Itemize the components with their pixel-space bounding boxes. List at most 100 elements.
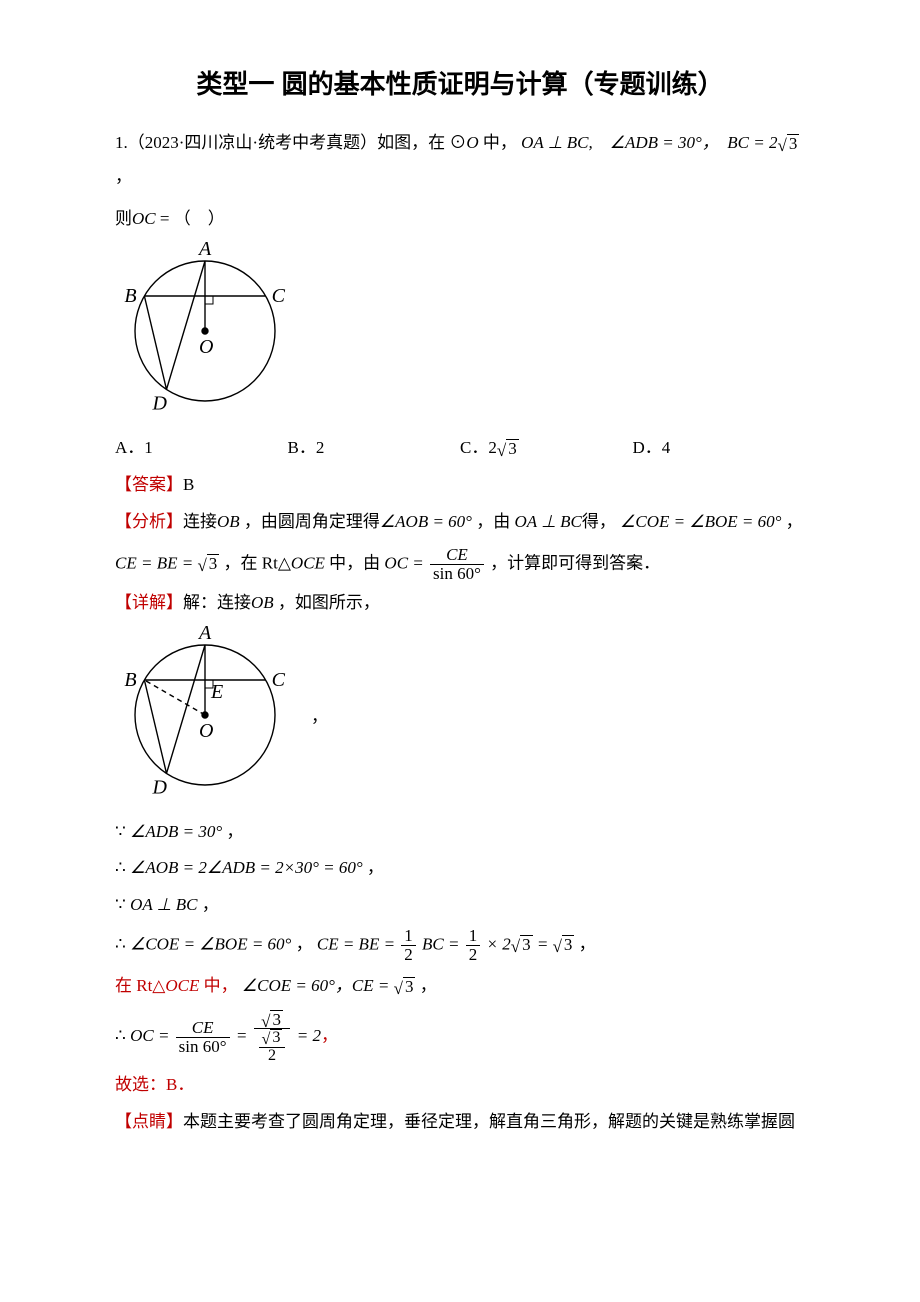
step-4: ∴ ∠COE = ∠BOE = 60° ， CE = BE = 12 BC = …	[115, 927, 805, 964]
analysis-t2: ，由圆周角定理得	[240, 512, 380, 531]
figure-1: ABCDO	[115, 241, 805, 426]
step2-post: ，	[363, 858, 384, 877]
detail-line: 【详解】解：连接OB ，如图所示，	[115, 587, 805, 619]
step6-eq1: =	[232, 1026, 252, 1045]
step6-post: ，	[321, 1026, 338, 1045]
analysis-l2-t2: 中，由	[325, 553, 385, 572]
q1-options: A．1 B．2 C．2√3 D．4	[115, 432, 805, 465]
step-6: ∴ OC = CEsin 60° = √3 √3 2 = 2，	[115, 1009, 805, 1065]
sqrt-icon: √3	[197, 548, 219, 580]
analysis-line2: CE = BE = √3 ，在 Rt△OCE 中，由 OC = CEsin 60…	[115, 546, 805, 583]
analysis-l2-e1-pre: CE = BE =	[115, 553, 197, 572]
sqrt-icon: √3	[511, 929, 533, 961]
svg-text:O: O	[199, 336, 213, 358]
step1-post: ，	[222, 822, 243, 841]
analysis-line1: 【分析】连接OB ，由圆周角定理得∠AOB = 60° ，由 OA ⊥ BC得，…	[115, 506, 805, 538]
svg-text:O: O	[199, 720, 213, 742]
step4-eq: =	[533, 934, 553, 953]
option-b: B．2	[288, 432, 461, 465]
svg-text:A: A	[197, 241, 212, 260]
analysis-l2-t1: ，在 Rt△	[219, 553, 291, 572]
page-title: 类型一 圆的基本性质证明与计算（专题训练）	[115, 60, 805, 109]
detail-t1: 解：连接	[183, 593, 251, 612]
q1-OC: OC	[132, 209, 156, 228]
detail-OB: OB	[251, 593, 274, 612]
q1-stem-O: O	[466, 133, 478, 152]
fraction: 12	[401, 927, 416, 964]
step1-pre: ∵	[115, 822, 130, 841]
step1-expr: ∠ADB = 30°	[130, 822, 222, 841]
analysis-t1: 连接	[183, 512, 217, 531]
step5-t1: 在 Rt△	[115, 976, 165, 995]
step-2: ∴ ∠AOB = 2∠ADB = 2×30° = 60° ，	[115, 852, 805, 884]
page: 类型一 圆的基本性质证明与计算（专题训练） 1.（2023·四川凉山·统考中考真…	[0, 0, 920, 1302]
conclude: 故选：B．	[115, 1069, 805, 1101]
analysis-OB: OB	[217, 512, 240, 531]
analysis-e2: OA ⊥ BC	[514, 512, 581, 531]
answer-line: 【答案】B	[115, 469, 805, 501]
detail-t2: ，如图所示，	[274, 593, 380, 612]
step6-pre: ∴	[115, 1026, 126, 1045]
fraction: CEsin 60°	[430, 546, 484, 583]
step5-post: ，	[415, 976, 436, 995]
analysis-label: 【分析】	[115, 512, 183, 531]
step-1: ∵ ∠ADB = 30° ，	[115, 816, 805, 848]
option-c-pre: C．2	[460, 438, 497, 457]
q1-stem-line2-post: = （ ）	[156, 209, 225, 228]
option-c: C．2√3	[460, 432, 633, 465]
circle-diagram-1: ABCDO	[115, 241, 305, 426]
analysis-t4: 得，	[582, 512, 620, 531]
option-a: A．1	[115, 432, 288, 465]
svg-text:C: C	[272, 669, 286, 691]
analysis-l2-e2-left: OC =	[384, 553, 428, 572]
sqrt-icon: √3	[394, 971, 416, 1003]
q1-stem-line2-pre: 则	[115, 209, 132, 228]
step4-t1: ，	[291, 934, 317, 953]
option-d: D．4	[633, 432, 806, 465]
step6-e-left: OC =	[126, 1026, 174, 1045]
step3-post: ，	[197, 895, 218, 914]
step2-expr: ∠AOB = 2∠ADB = 2×30° = 60°	[130, 858, 363, 877]
svg-text:A: A	[197, 625, 212, 644]
step5-t2: 中，	[199, 976, 242, 995]
svg-text:B: B	[124, 669, 136, 691]
q1-stem-mid1: 中，	[479, 133, 522, 152]
analysis-l2-OCE: OCE	[291, 553, 325, 572]
step5-e2-left: CE =	[352, 976, 394, 995]
dianqing-line: 【点睛】本题主要考查了圆周角定理，垂径定理，解直角三角形，解题的关键是熟练掌握圆	[115, 1106, 805, 1138]
svg-text:D: D	[152, 776, 168, 798]
step-3: ∵ OA ⊥ BC ，	[115, 889, 805, 921]
step-5: 在 Rt△OCE 中， ∠COE = 60°，CE = √3 ，	[115, 970, 805, 1003]
analysis-t3: ，由	[472, 512, 515, 531]
step3-pre: ∵	[115, 895, 130, 914]
svg-text:E: E	[210, 681, 223, 703]
detail-label: 【详解】	[115, 593, 183, 612]
q1-stem-line2: 则OC = （ ）	[115, 203, 805, 235]
q1-stem-line1: 1.（2023·四川凉山·统考中考真题）如图，在 ⊙O 中， OA ⊥ BC, …	[115, 127, 805, 193]
sqrt-icon: √3	[497, 433, 519, 465]
step4-e2-mid2: × 2	[482, 934, 510, 953]
q1-stem-post: ，	[115, 167, 132, 186]
sqrt-icon: √3	[553, 929, 575, 961]
fraction: 12	[466, 927, 481, 964]
analysis-e3: ∠COE = ∠BOE = 60°	[620, 512, 781, 531]
q1-stem-expr1: OA ⊥ BC, ∠ADB = 30°， BC = 2	[521, 133, 777, 152]
q1-stem-pre: 1.（2023·四川凉山·统考中考真题）如图，在 ⊙	[115, 133, 466, 152]
answer-label: 【答案】	[115, 475, 183, 494]
svg-text:C: C	[272, 285, 286, 307]
step4-e1: ∠COE = ∠BOE = 60°	[130, 934, 291, 953]
figure-2: E A B C D O ，	[115, 625, 805, 810]
dianqing-label: 【点睛】	[115, 1112, 183, 1131]
answer-value: B	[183, 475, 194, 494]
step4-pre: ∴	[115, 934, 130, 953]
step4-e2-left: CE = BE =	[317, 934, 399, 953]
svg-text:B: B	[124, 285, 136, 307]
analysis-l2-t3: ，计算即可得到答案．	[486, 553, 660, 572]
analysis-e1: ∠AOB = 60°	[380, 512, 472, 531]
figure-2-comma: ，	[311, 701, 328, 733]
step4-e2-mid: BC =	[418, 934, 464, 953]
step4-post: ，	[574, 934, 595, 953]
step2-pre: ∴	[115, 858, 130, 877]
dianqing-text: 本题主要考查了圆周角定理，垂径定理，解直角三角形，解题的关键是熟练掌握圆	[183, 1112, 795, 1131]
sqrt-icon: √3	[778, 128, 800, 160]
